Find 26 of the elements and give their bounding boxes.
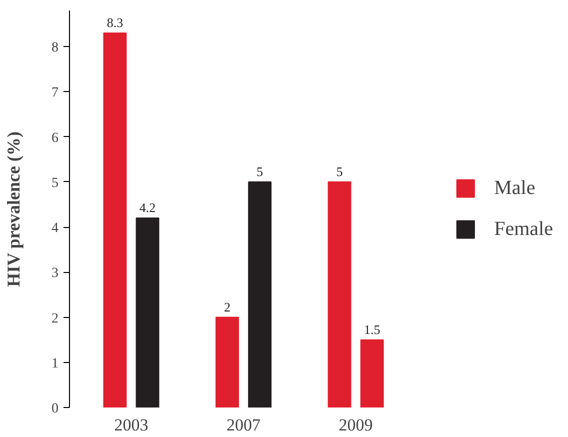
data-label: 2 [224, 299, 230, 314]
x-tick-label: 2003 [114, 416, 148, 434]
y-tick-label: 8 [52, 40, 58, 56]
x-tick-label: 2007 [226, 416, 262, 434]
y-axis-title: HIV prevalence (%) [4, 132, 24, 287]
data-label: 5 [336, 164, 343, 179]
y-tick-label: 7 [52, 86, 58, 101]
x-tick-label: 2009 [338, 416, 373, 434]
legend-label: Female [494, 218, 553, 240]
bar [328, 181, 352, 408]
y-tick-label: 1 [52, 356, 58, 372]
y-tick-label: 6 [52, 130, 58, 146]
data-label: 4.2 [139, 200, 156, 216]
y-tick-label: 0 [52, 402, 58, 416]
bar [103, 32, 127, 408]
data-label: 8.3 [106, 15, 124, 30]
data-label: 5 [256, 164, 264, 179]
y-tick-label: 2 [52, 311, 58, 326]
y-tick-label: 3 [52, 266, 58, 282]
data-label: 1.5 [364, 322, 380, 337]
bar [216, 316, 239, 408]
bar [136, 218, 160, 408]
y-tick-label: 4 [52, 221, 58, 236]
legend-label: Male [494, 176, 536, 200]
bar [248, 181, 272, 408]
y-tick-label: 5 [52, 176, 58, 191]
